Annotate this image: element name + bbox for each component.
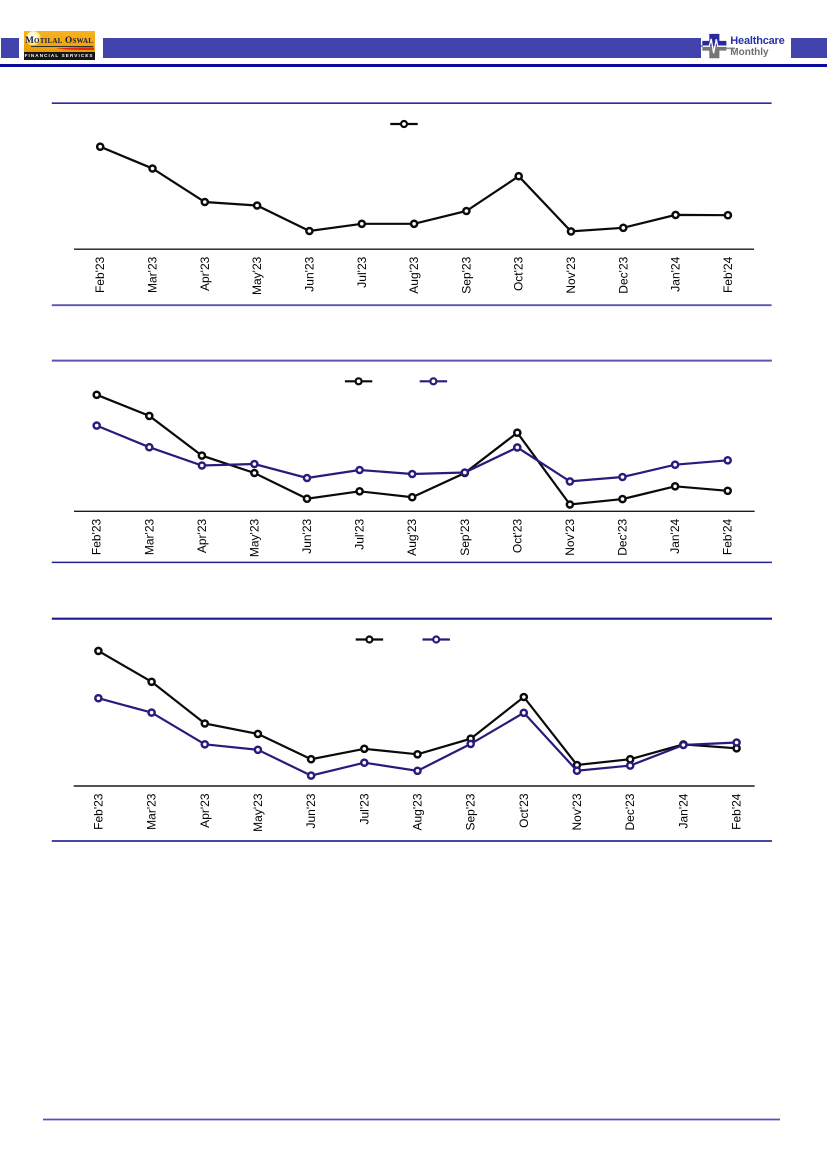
svg-text:Jun'23: Jun'23	[300, 518, 314, 553]
svg-text:Jun'23: Jun'23	[304, 793, 318, 828]
svg-text:Aug'23: Aug'23	[407, 256, 421, 293]
svg-text:Mar'23: Mar'23	[142, 518, 156, 555]
svg-text:Aug'23: Aug'23	[411, 793, 425, 830]
svg-text:Feb'24: Feb'24	[730, 793, 744, 830]
svg-text:Jan'24: Jan'24	[668, 518, 682, 553]
svg-text:May'23: May'23	[247, 518, 261, 557]
svg-text:Apr'23: Apr'23	[198, 256, 212, 291]
svg-text:Jul'23: Jul'23	[355, 256, 369, 287]
svg-text:Jul'23: Jul'23	[353, 518, 367, 549]
svg-text:Dec'23: Dec'23	[616, 518, 630, 555]
svg-text:Sep'23: Sep'23	[458, 518, 472, 555]
svg-text:Jan'24: Jan'24	[676, 793, 690, 828]
svg-text:Sep'23: Sep'23	[459, 256, 473, 293]
svg-text:Dec'23: Dec'23	[623, 793, 637, 830]
svg-text:Apr'23: Apr'23	[195, 518, 209, 553]
svg-text:Jan'24: Jan'24	[669, 256, 683, 291]
svg-text:Mar'23: Mar'23	[146, 256, 160, 293]
svg-text:May'23: May'23	[251, 793, 265, 832]
svg-text:Apr'23: Apr'23	[198, 793, 212, 828]
svg-text:Feb'23: Feb'23	[91, 793, 105, 830]
svg-text:Nov'23: Nov'23	[570, 793, 584, 830]
svg-text:Feb'24: Feb'24	[721, 256, 735, 293]
svg-text:Jul'23: Jul'23	[357, 793, 371, 824]
svg-text:Feb'23: Feb'23	[93, 256, 107, 293]
svg-text:Feb'23: Feb'23	[90, 518, 104, 555]
svg-text:Sep'23: Sep'23	[464, 793, 478, 830]
svg-text:Oct'23: Oct'23	[517, 793, 531, 828]
svg-text:Dec'23: Dec'23	[616, 256, 630, 293]
svg-text:Nov'23: Nov'23	[564, 256, 578, 293]
svg-text:Jun'23: Jun'23	[302, 256, 316, 291]
svg-text:Mar'23: Mar'23	[145, 793, 159, 830]
svg-text:Nov'23: Nov'23	[563, 518, 577, 555]
svg-text:Oct'23: Oct'23	[510, 518, 524, 553]
svg-text:May'23: May'23	[250, 256, 264, 295]
svg-text:Aug'23: Aug'23	[405, 518, 419, 555]
svg-text:Feb'24: Feb'24	[721, 518, 735, 555]
svg-text:Oct'23: Oct'23	[512, 256, 526, 291]
